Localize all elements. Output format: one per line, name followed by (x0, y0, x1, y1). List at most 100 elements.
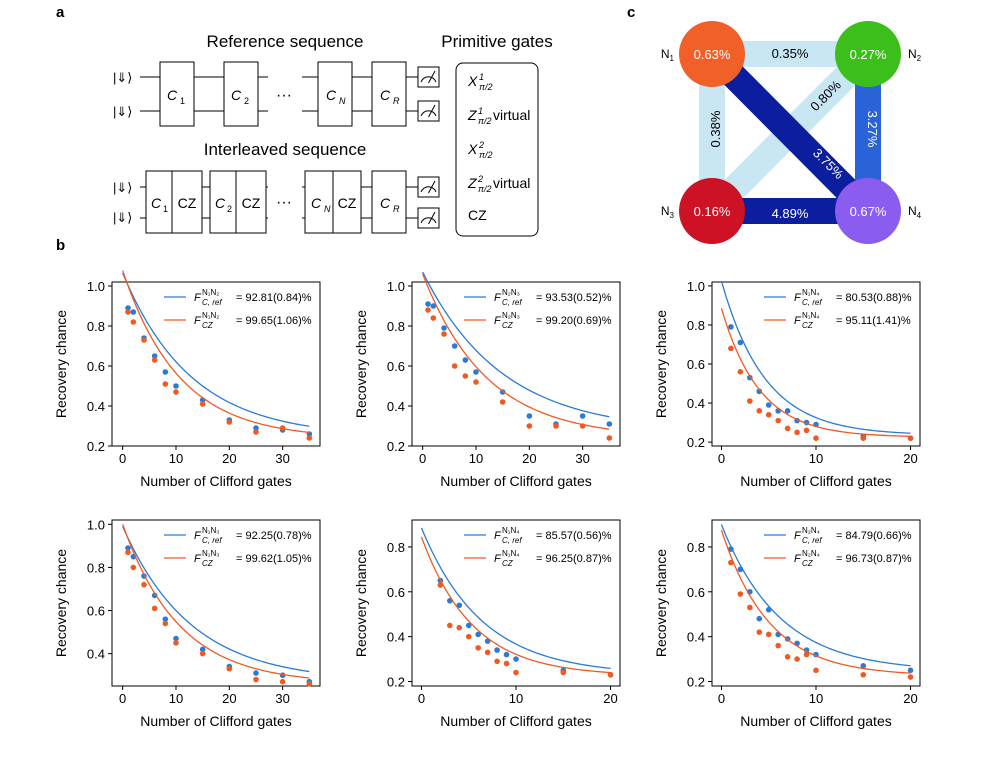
data-point-ref (253, 425, 259, 431)
legend-sub: C, ref (802, 298, 822, 307)
svg-text:C: C (215, 195, 226, 211)
legend-entry: F (194, 292, 202, 304)
data-point-cz (473, 379, 479, 385)
svg-text:C: C (167, 87, 178, 103)
legend-entry: F (194, 553, 202, 565)
x-tick-label: 10 (509, 691, 523, 706)
svg-text:C: C (380, 87, 391, 103)
int-gate-c1: C 1 (145, 170, 173, 234)
y-tick-label: 0.4 (87, 647, 105, 662)
x-tick-label: 30 (275, 691, 289, 706)
chart-6: 0 10 20 0.2 0.4 0.6 0.8 Number of Clifford gate… (653, 519, 921, 729)
data-point-cz (860, 671, 867, 678)
data-point-ref (465, 622, 472, 629)
data-point-ref (728, 546, 734, 552)
y-tick-label: 0.6 (387, 359, 405, 374)
data-point-cz (756, 629, 763, 635)
x-tick-label: 0 (718, 691, 725, 706)
svg-text:C: C (311, 195, 322, 211)
y-tick-label: 0.4 (87, 399, 105, 414)
int-gate-cr: C R (371, 170, 407, 234)
fit-curve-ref (720, 524, 911, 667)
data-point-cz (199, 401, 206, 407)
x-tick-label: 10 (809, 691, 823, 706)
chart-1: 0 10 20 30 0.2 0.4 0.6 0.8 1.0 Number of Clifford… (53, 270, 321, 489)
network-graph: 0.35%0.38%0.80%3.27%3.75%4.89%0.63%N1 0.2… (661, 21, 922, 244)
y-axis-label: Recovery chance (653, 549, 669, 657)
meter-needle (428, 211, 436, 225)
svg-text:R: R (393, 204, 400, 214)
data-point-cz (907, 674, 914, 680)
ellipsis: ··· (276, 194, 292, 211)
x-tick-label: 10 (169, 691, 183, 706)
data-point-ref (513, 656, 519, 662)
legend-sub: CZ (202, 559, 214, 568)
data-point-cz (130, 564, 137, 571)
data-point-ref (579, 413, 586, 419)
legend-sub: CZ (802, 321, 814, 330)
y-tick-label: 1.0 (387, 279, 405, 294)
data-point-cz (728, 559, 734, 566)
data-point-cz (226, 665, 233, 672)
node-name: N4 (908, 204, 922, 220)
y-tick-label: 1.0 (87, 517, 105, 532)
data-point-cz (747, 604, 753, 611)
data-point-cz (579, 423, 586, 429)
fit-curve-cz (122, 270, 310, 434)
meter-needle (428, 104, 436, 118)
legend-sub: CZ (502, 559, 514, 568)
primitive-gate: CZ (468, 207, 487, 223)
meter-arc (420, 217, 437, 224)
edge-label: 3.27% (865, 111, 880, 148)
panel-b-charts: 0 10 20 30 0.2 0.4 0.6 0.8 1.0 Number of Clifford… (53, 270, 921, 729)
y-axis-label: Recovery chance (53, 310, 69, 418)
legend-value: = 92.25(0.78)% (236, 530, 312, 542)
data-point-ref (173, 383, 179, 389)
fit-curve-ref (420, 527, 611, 670)
data-point-ref (130, 309, 137, 315)
y-tick-label: 0.2 (387, 675, 405, 690)
int-gate-cz: CZ (171, 170, 203, 234)
y-tick-label: 0.6 (87, 359, 105, 374)
data-point-cz (141, 337, 147, 343)
legend-sup: N₂N₄ (802, 526, 820, 535)
y-axis-label: Recovery chance (353, 549, 369, 657)
x-axis-label: Number of Clifford gates (140, 713, 291, 729)
x-axis-label: Number of Clifford gates (140, 473, 291, 489)
ref-gate-c1: C 1 (159, 61, 195, 127)
data-point-cz (794, 429, 800, 436)
panel-c-label: c (627, 4, 635, 21)
data-point-cz (151, 605, 158, 612)
edge-label: 0.35% (772, 46, 809, 61)
x-tick-label: 20 (603, 691, 617, 706)
fit-curve-ref (122, 526, 310, 673)
node-value: 0.16% (694, 204, 731, 219)
data-point-cz (765, 411, 772, 418)
fit-curve-ref (720, 280, 911, 434)
primitive-list: X 1 π/2 Z 1 π/2 virtual X 2 π/2 Z 2 π/2 … (467, 72, 530, 223)
legend-sup: N₁N₃ (202, 549, 220, 558)
legend-value: = 95.11(1.41)% (836, 315, 911, 327)
data-point-ref (462, 357, 469, 363)
measurement-icon (417, 66, 440, 88)
x-tick-label: 20 (522, 451, 536, 466)
x-tick-label: 10 (169, 451, 183, 466)
x-tick-label: 20 (903, 691, 917, 706)
data-point-ref (737, 566, 744, 573)
data-point-cz (475, 645, 481, 651)
data-point-cz (728, 345, 734, 352)
y-tick-label: 0.8 (387, 319, 405, 334)
data-point-ref (756, 388, 763, 395)
fit-curve-cz (422, 273, 610, 430)
legend-value: = 84.79(0.66)% (836, 530, 912, 542)
y-tick-label: 0.6 (387, 585, 405, 600)
node-name: N1 (661, 47, 675, 63)
node-value: 0.27% (850, 47, 887, 62)
data-point-cz (784, 425, 791, 432)
legend-sup: N₁N₄ (802, 288, 820, 297)
y-tick-label: 0.2 (387, 439, 405, 454)
data-point-cz (226, 419, 233, 425)
primitive-sub: π/2 (479, 82, 493, 92)
data-point-ref (441, 325, 447, 331)
int-gate-c2: C 2 (209, 170, 237, 234)
